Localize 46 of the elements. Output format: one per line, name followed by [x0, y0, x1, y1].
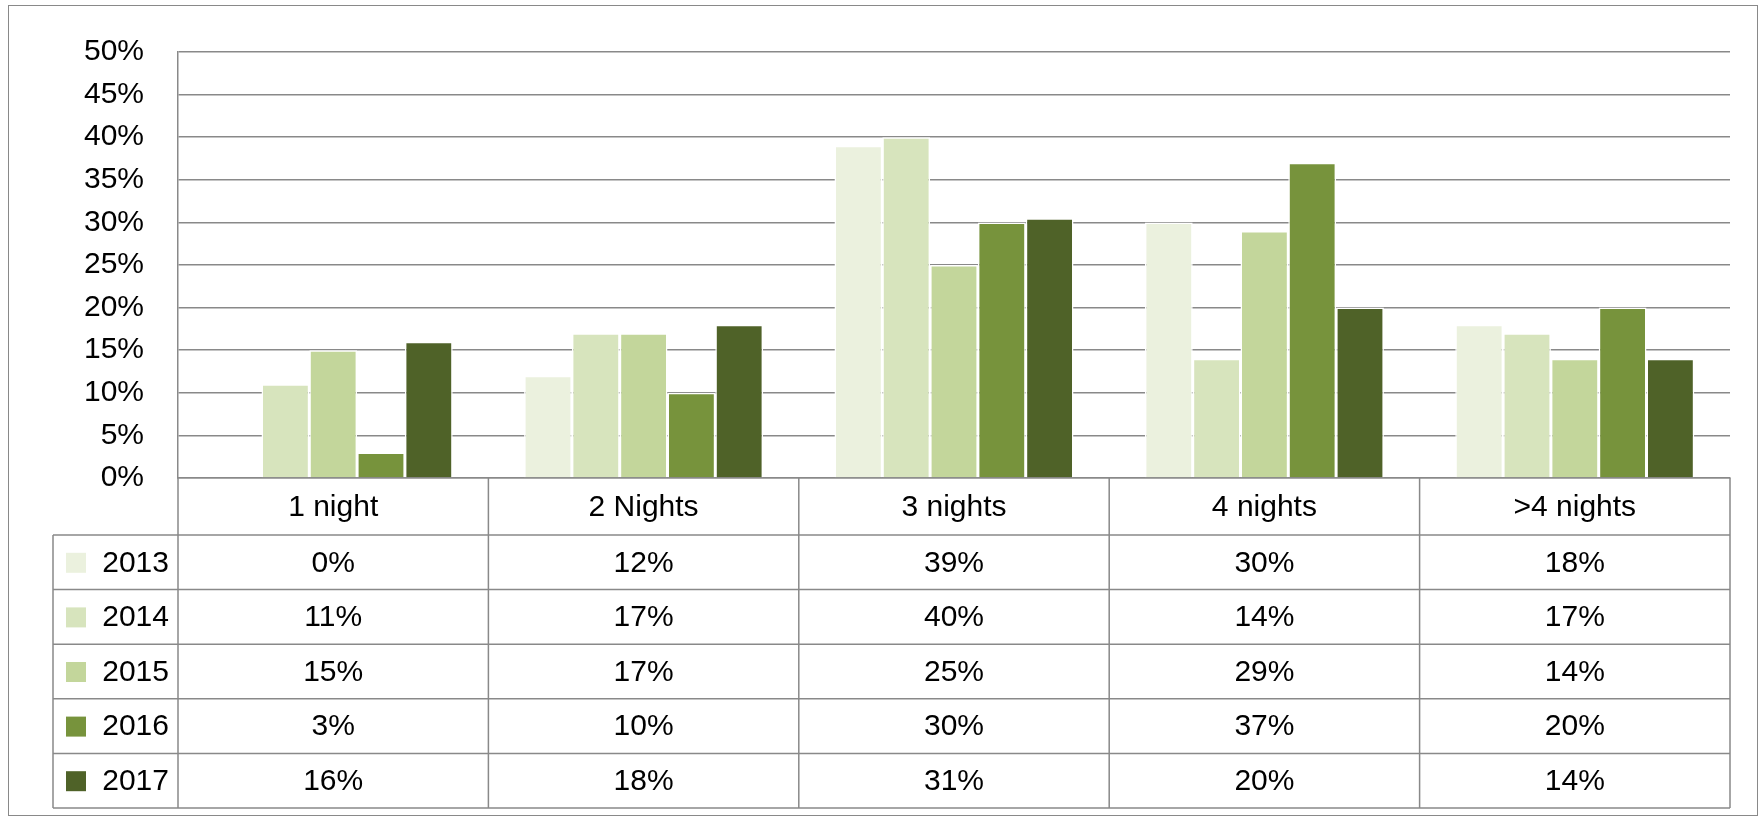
- y-tick-label: 20%: [83, 288, 144, 322]
- data-label: 30%: [923, 708, 985, 742]
- data-label: 14%: [1544, 653, 1605, 687]
- data-label: 39%: [923, 544, 985, 578]
- data-label: 25%: [923, 653, 985, 687]
- y-tick-label: 0%: [100, 459, 144, 493]
- data-label: 15%: [303, 653, 364, 687]
- data-label: 17%: [613, 653, 674, 687]
- data-label: 0%: [311, 544, 355, 578]
- x-tick-label: >4 nights: [1513, 488, 1637, 522]
- data-label: 37%: [1234, 708, 1295, 742]
- x-tick-label: 2 Nights: [588, 488, 699, 522]
- data-label: 10%: [613, 708, 674, 742]
- data-label: 29%: [1234, 653, 1295, 687]
- legend-label: 2016: [102, 708, 169, 742]
- data-label: 20%: [1234, 762, 1295, 796]
- data-label: 40%: [923, 599, 985, 633]
- data-label: 20%: [1544, 708, 1605, 742]
- data-label: 16%: [303, 762, 364, 796]
- data-label: 18%: [1544, 544, 1605, 578]
- y-tick-label: 25%: [83, 246, 144, 280]
- legend-label: 2013: [102, 544, 169, 578]
- data-label: 30%: [1234, 544, 1295, 578]
- data-label: 3%: [311, 708, 355, 742]
- legend-label: 2014: [102, 599, 169, 633]
- y-tick-label: 10%: [83, 374, 144, 408]
- data-label: 18%: [613, 762, 674, 796]
- y-tick-label: 40%: [83, 118, 144, 152]
- data-label: 11%: [304, 599, 363, 633]
- legend-label: 2017: [102, 762, 169, 796]
- legend-label: 2015: [102, 653, 169, 687]
- data-label: 17%: [613, 599, 674, 633]
- data-label: 14%: [1234, 599, 1295, 633]
- data-label: 31%: [923, 762, 985, 796]
- data-label: 12%: [613, 544, 674, 578]
- x-tick-label: 4 nights: [1211, 488, 1317, 522]
- y-tick-label: 45%: [83, 75, 144, 109]
- y-tick-label: 35%: [83, 161, 144, 195]
- data-label: 17%: [1544, 599, 1605, 633]
- y-tick-label: 50%: [83, 33, 144, 67]
- y-tick-label: 15%: [83, 331, 144, 365]
- x-tick-label: 3 nights: [901, 488, 1007, 522]
- data-label: 14%: [1544, 762, 1605, 796]
- y-tick-label: 5%: [100, 416, 144, 450]
- y-tick-label: 30%: [83, 203, 144, 237]
- x-tick-label: 1 night: [288, 488, 379, 522]
